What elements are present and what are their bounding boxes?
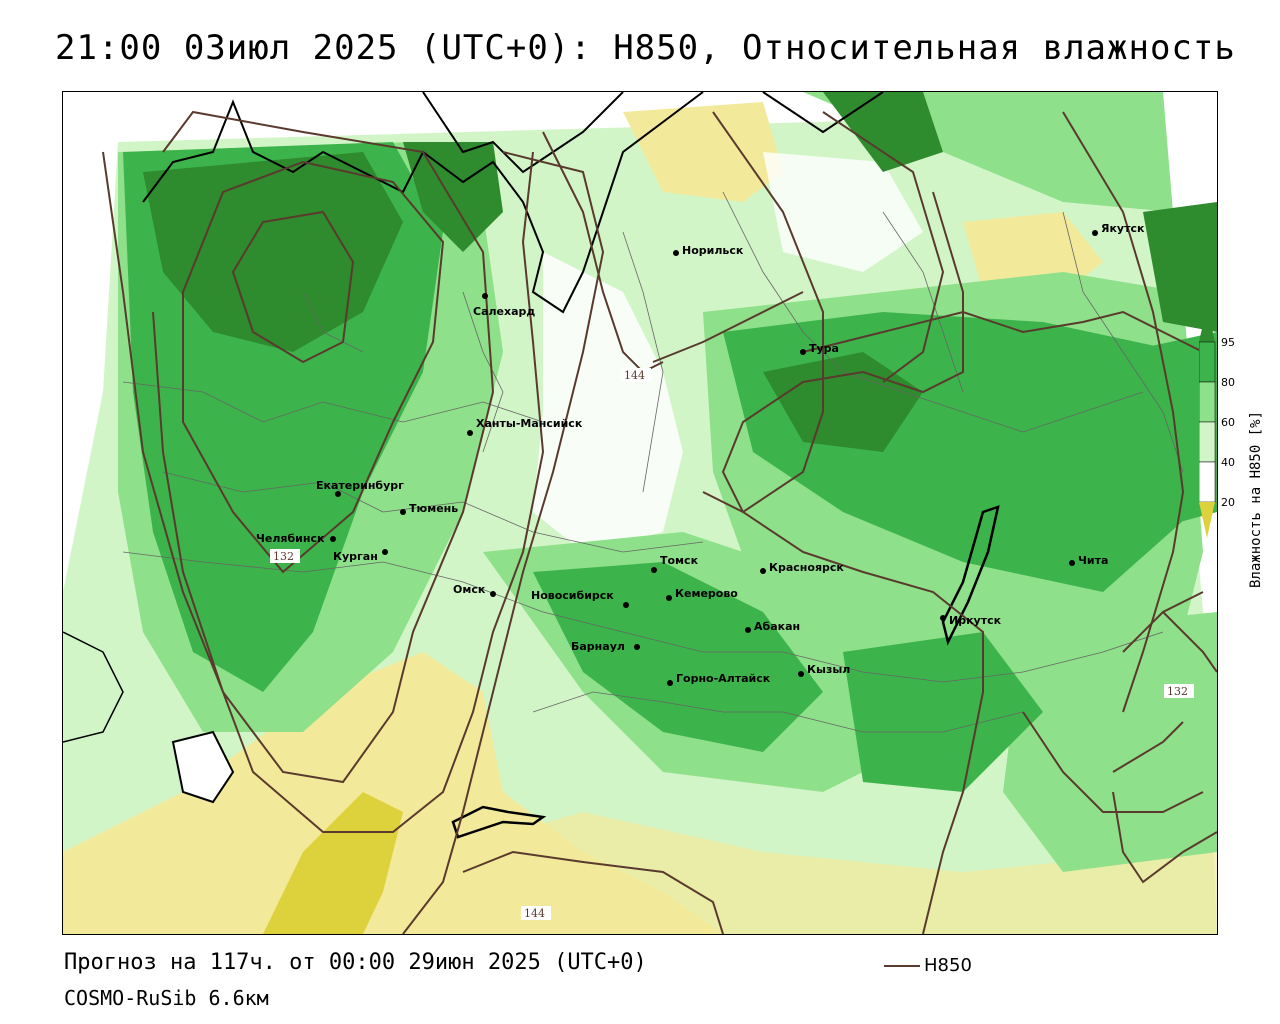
- svg-text:Тура: Тура: [809, 342, 839, 355]
- contour-label-144-north: 144: [624, 369, 645, 382]
- svg-text:Горно-Алтайск: Горно-Алтайск: [676, 672, 771, 685]
- map-panel[interactable]: 144 132 132 144 Норильск Якутск Салехард: [62, 91, 1218, 935]
- colorbar-tick-80: 80: [1221, 376, 1235, 389]
- colorbar-arrow-bottom: [1199, 502, 1215, 538]
- coastline-west: [63, 631, 124, 743]
- humidity-field-60-80-southeast: [1003, 612, 1217, 872]
- colorbar-band-80-95: [1198, 341, 1216, 383]
- svg-text:Барнаул: Барнаул: [571, 640, 625, 653]
- city-salekhard[interactable]: Салехард: [473, 293, 535, 318]
- svg-text:Красноярск: Красноярск: [769, 561, 844, 574]
- city-kemerovo[interactable]: Кемерово: [666, 587, 738, 601]
- city-gorno-altaysk[interactable]: Горно-Алтайск: [667, 672, 771, 686]
- lake-baikal: [941, 505, 1000, 646]
- city-yakutsk[interactable]: Якутск: [1092, 222, 1145, 236]
- city-ekaterinburg[interactable]: Екатеринбург: [316, 479, 404, 497]
- svg-text:Иркутск: Иркутск: [949, 614, 1002, 627]
- colorbar-tick-60: 60: [1221, 416, 1235, 429]
- colorbar-tick-20: 20: [1221, 496, 1235, 509]
- svg-text:Салехард: Салехард: [473, 305, 535, 318]
- city-barnaul[interactable]: Барнаул: [571, 640, 640, 653]
- region-borders: [122, 191, 1184, 733]
- humidity-field-95plus-east: [1143, 202, 1217, 332]
- contour-label-132-west: 132: [273, 550, 294, 563]
- humidity-field-dry-south: [443, 812, 1217, 934]
- humidity-map: 144 132 132 144 Норильск Якутск Салехард: [63, 92, 1217, 934]
- svg-text:Новосибирск: Новосибирск: [531, 589, 614, 602]
- city-abakan[interactable]: Абакан: [745, 620, 800, 633]
- city-omsk[interactable]: Омск: [453, 583, 496, 597]
- svg-text:Якутск: Якутск: [1101, 222, 1145, 235]
- colorbar-axis-label: Влажность на H850 [%]: [1248, 410, 1264, 588]
- humidity-field-95plus-tura: [763, 352, 923, 452]
- svg-text:Чита: Чита: [1078, 554, 1108, 567]
- humidity-field-80-95-south: [843, 632, 1043, 792]
- svg-text:Тюмень: Тюмень: [409, 502, 458, 515]
- humidity-field-95plus-north: [403, 142, 503, 252]
- model-name: COSMO-RuSib 6.6км: [64, 986, 269, 1010]
- city-chita[interactable]: Чита: [1069, 554, 1108, 567]
- city-markers: Норильск Якутск Салехард Тура Ханты-Манс…: [256, 222, 1145, 686]
- contour-labels: 144 132 132 144: [270, 368, 1194, 920]
- svg-text:Омск: Омск: [453, 583, 486, 596]
- colorbar-band-60-80: [1198, 381, 1216, 423]
- forecast-info: Прогноз на 117ч. от 00:00 29июн 2025 (UT…: [64, 950, 647, 975]
- svg-text:Челябинск: Челябинск: [256, 532, 325, 545]
- contour-label-144-south: 144: [524, 907, 545, 920]
- contour-legend-label: H850: [924, 955, 972, 976]
- colorbar-arrow-top: [1199, 306, 1215, 342]
- humidity-field-95plus-nw: [143, 152, 403, 352]
- city-novosibirsk[interactable]: Новосибирск: [531, 589, 629, 608]
- colorbar-band-20-40: [1198, 461, 1216, 503]
- colorbar-tick-40: 40: [1221, 456, 1235, 469]
- contour-legend: H850: [884, 955, 1280, 979]
- humidity-field-very-dry: [263, 792, 403, 934]
- page-title: 21:00 03июл 2025 (UTC+0): H850, Относите…: [55, 28, 1236, 68]
- city-irkutsk[interactable]: Иркутск: [940, 614, 1002, 627]
- coastline-taimyr: [762, 92, 884, 134]
- city-norilsk[interactable]: Норильск: [673, 244, 744, 257]
- city-kyzyl[interactable]: Кызыл: [798, 663, 850, 677]
- city-krasnoyarsk[interactable]: Красноярск: [760, 561, 844, 574]
- svg-text:Кемерово: Кемерово: [675, 587, 738, 600]
- caspian-sea: [171, 730, 235, 804]
- svg-text:Томск: Томск: [660, 554, 699, 567]
- svg-text:Ханты-Мансийск: Ханты-Мансийск: [476, 417, 583, 430]
- coastline-kara: [422, 92, 624, 174]
- contour-legend-line: [884, 965, 920, 967]
- svg-text:Абакан: Абакан: [754, 620, 800, 633]
- coastline-arctic: [142, 92, 704, 314]
- humidity-colorbar: 95 80 60 40 20: [1198, 306, 1279, 546]
- svg-text:Екатеринбург: Екатеринбург: [316, 479, 404, 492]
- humidity-field-80-95-center: [533, 562, 823, 752]
- lake-balkhash: [451, 805, 547, 839]
- contour-label-132-east: 132: [1167, 685, 1188, 698]
- svg-text:Курган: Курган: [333, 550, 378, 563]
- svg-text:Норильск: Норильск: [682, 244, 744, 257]
- city-chelyabinsk[interactable]: Челябинск: [256, 532, 336, 545]
- city-tomsk[interactable]: Томск: [651, 554, 699, 573]
- colorbar-tick-95: 95: [1221, 336, 1235, 349]
- city-khanty-mansiysk[interactable]: Ханты-Мансийск: [467, 417, 583, 436]
- svg-text:Кызыл: Кызыл: [807, 663, 850, 676]
- city-tyumen[interactable]: Тюмень: [400, 502, 458, 515]
- colorbar-band-40-60: [1198, 421, 1216, 463]
- humidity-field-white-north: [763, 152, 923, 272]
- colorbar-axis-label-wrap: Влажность на H850 [%]: [1244, 340, 1268, 590]
- humidity-field-dry-north: [623, 102, 783, 202]
- city-tura[interactable]: Тура: [800, 342, 839, 355]
- city-kurgan[interactable]: Курган: [333, 549, 388, 563]
